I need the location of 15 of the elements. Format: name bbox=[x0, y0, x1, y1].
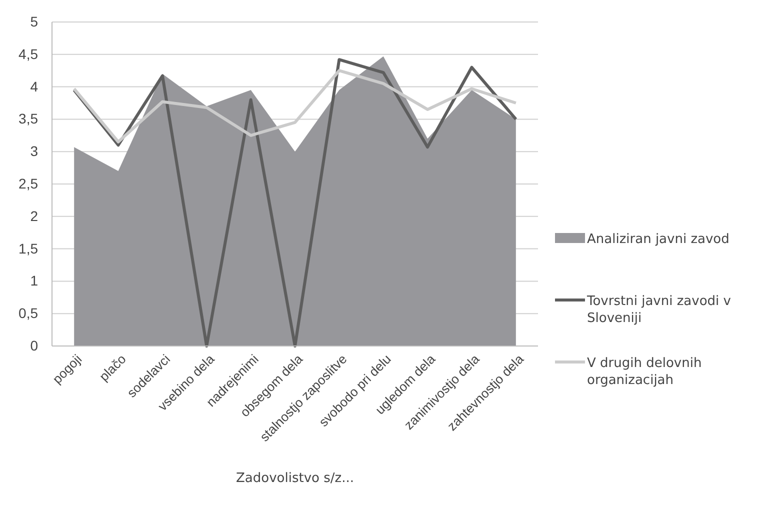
y-tick-label: 1,5 bbox=[18, 240, 38, 256]
legend-label: V drugih delovnih organizacijah bbox=[587, 356, 702, 388]
y-tick-label: 3 bbox=[30, 143, 38, 160]
y-tick-label: 4 bbox=[30, 78, 38, 94]
legend-label: Analiziran javni zavod bbox=[587, 232, 730, 247]
x-axis-title: Zadovolistvo s/z... bbox=[236, 471, 354, 486]
y-tick-label: 1 bbox=[30, 272, 38, 289]
y-tick-label: 2 bbox=[30, 208, 38, 224]
y-tick-label: 2,5 bbox=[18, 175, 38, 192]
y-tick-label: 3,5 bbox=[18, 110, 38, 127]
legend-label: Tovrstni javni zavodi v Sloveniji bbox=[586, 294, 732, 326]
y-tick-label: 5 bbox=[30, 13, 38, 30]
y-tick-label: 0 bbox=[30, 337, 38, 354]
y-tick-label: 0,5 bbox=[18, 305, 38, 322]
y-tick-label: 4,5 bbox=[18, 46, 38, 62]
